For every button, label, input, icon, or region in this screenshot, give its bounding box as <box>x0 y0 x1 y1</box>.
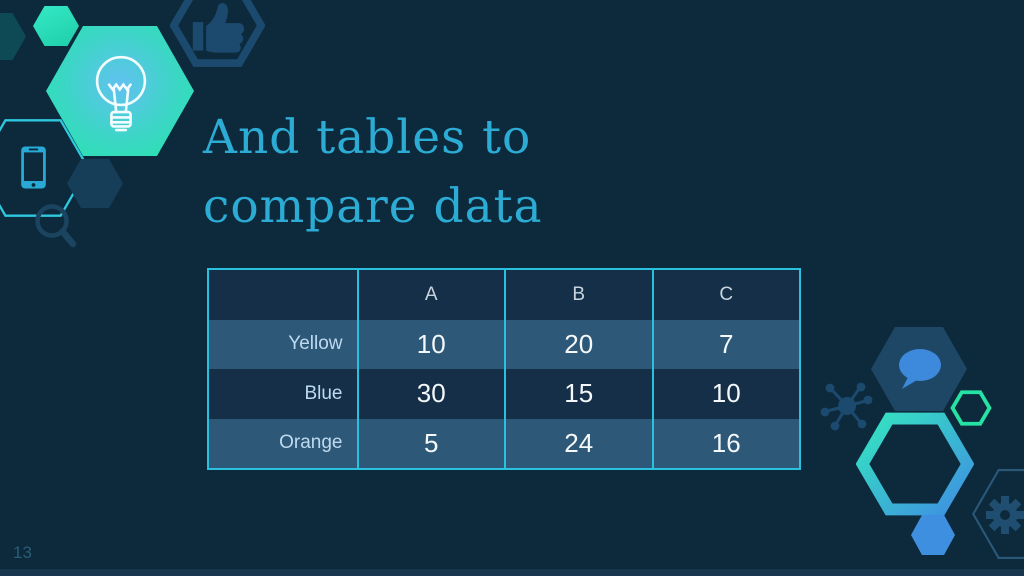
footer-bar <box>0 569 1024 576</box>
table-cell: 24 <box>504 418 652 468</box>
table-cell: 16 <box>651 418 800 468</box>
table-header-row: A B C <box>209 270 799 320</box>
table-row-label: Blue <box>304 382 343 404</box>
large-outline-hexagon <box>856 412 974 516</box>
phone-hexagon <box>0 119 90 217</box>
slide-title-line-1: And tables to <box>203 110 532 165</box>
table-cell: 20 <box>504 319 652 369</box>
search-icon <box>35 204 77 248</box>
table-row-label: Yellow <box>288 333 343 355</box>
table-row-blue: Blue 30 15 10 <box>209 369 799 419</box>
table-row-yellow: Yellow 10 20 7 <box>209 319 800 369</box>
corner-hexagon <box>0 13 26 60</box>
slide-title-line-2: compare data <box>203 179 543 234</box>
table-row-orange: Orange 5 24 16 <box>209 418 800 468</box>
network-icon <box>820 382 873 431</box>
slide-title: And tables to compare data <box>203 103 543 241</box>
data-table: A B C Yellow 10 20 7 Blue 30 15 10 Orang… <box>207 268 801 470</box>
small-green-hexagon <box>33 6 79 46</box>
page-number: 13 <box>13 543 32 562</box>
table-header-cell-a: A <box>356 270 505 320</box>
thumbs-up-icon <box>192 3 245 53</box>
lightbulb-icon <box>95 55 147 132</box>
gear-icon <box>986 496 1024 534</box>
table-corner-cell <box>209 270 357 320</box>
table-cell: 7 <box>651 319 800 369</box>
table-cell: 10 <box>651 369 800 419</box>
table-cell: 30 <box>356 369 505 419</box>
table-header-cell-c: C <box>651 270 800 320</box>
small-navy-hexagon <box>67 159 123 208</box>
gear-hexagon <box>972 469 1024 559</box>
chat-bubble-icon <box>899 349 941 389</box>
table-cell: 5 <box>356 418 505 468</box>
smartphone-icon <box>21 146 46 189</box>
table-cell: 10 <box>356 319 505 369</box>
green-outline-hexagon <box>950 390 992 426</box>
table-row-label: Orange <box>279 432 343 454</box>
table-header-cell-b: B <box>504 270 652 320</box>
small-blue-hexagon <box>911 515 955 555</box>
thumbs-up-hexagon <box>170 0 265 67</box>
table-cell: 15 <box>504 369 652 419</box>
